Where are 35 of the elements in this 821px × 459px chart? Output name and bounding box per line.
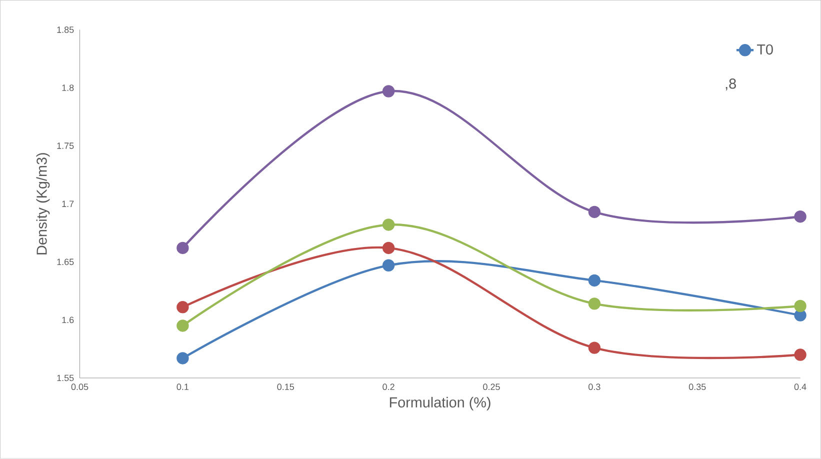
point (588, 206, 601, 218)
point (794, 348, 806, 361)
y-tick-label: 1.55 (57, 374, 74, 382)
point (794, 300, 806, 312)
x-tick-label: 0.1 (176, 384, 189, 390)
point (794, 210, 806, 223)
x-tick-label: 0.2 (382, 384, 394, 390)
y-tick-label: 1.75 (57, 142, 74, 150)
x-tick-label: 0.4 (794, 384, 806, 390)
y-axis-title: Density (Kg/m3) (36, 153, 50, 254)
x-tick-label: 0.15 (277, 384, 294, 390)
point (382, 259, 395, 272)
point (176, 352, 189, 364)
point (382, 218, 395, 231)
x-tick-label: 0.05 (71, 384, 88, 390)
y-tick-label: 1.7 (62, 200, 74, 208)
point (588, 298, 601, 310)
y-tick-label: 1.6 (62, 316, 74, 324)
legend-label: T0 (756, 44, 773, 55)
point (176, 301, 189, 314)
y-tick-label: 1.65 (57, 258, 74, 266)
point (176, 242, 189, 254)
x-tick-label: 0.25 (483, 384, 500, 390)
point (588, 342, 601, 354)
y-tick-label: 1.85 (57, 26, 74, 34)
annotation: ,8 (726, 78, 736, 91)
point (176, 320, 189, 332)
x-axis-title: Formulation (%) (390, 397, 490, 410)
point (382, 85, 395, 98)
y-tick-label: 1.8 (62, 84, 74, 92)
point (794, 309, 806, 322)
x-tick-label: 0.35 (688, 384, 706, 390)
point (382, 242, 395, 254)
x-tick-label: 0.3 (588, 384, 600, 390)
point (588, 274, 601, 287)
